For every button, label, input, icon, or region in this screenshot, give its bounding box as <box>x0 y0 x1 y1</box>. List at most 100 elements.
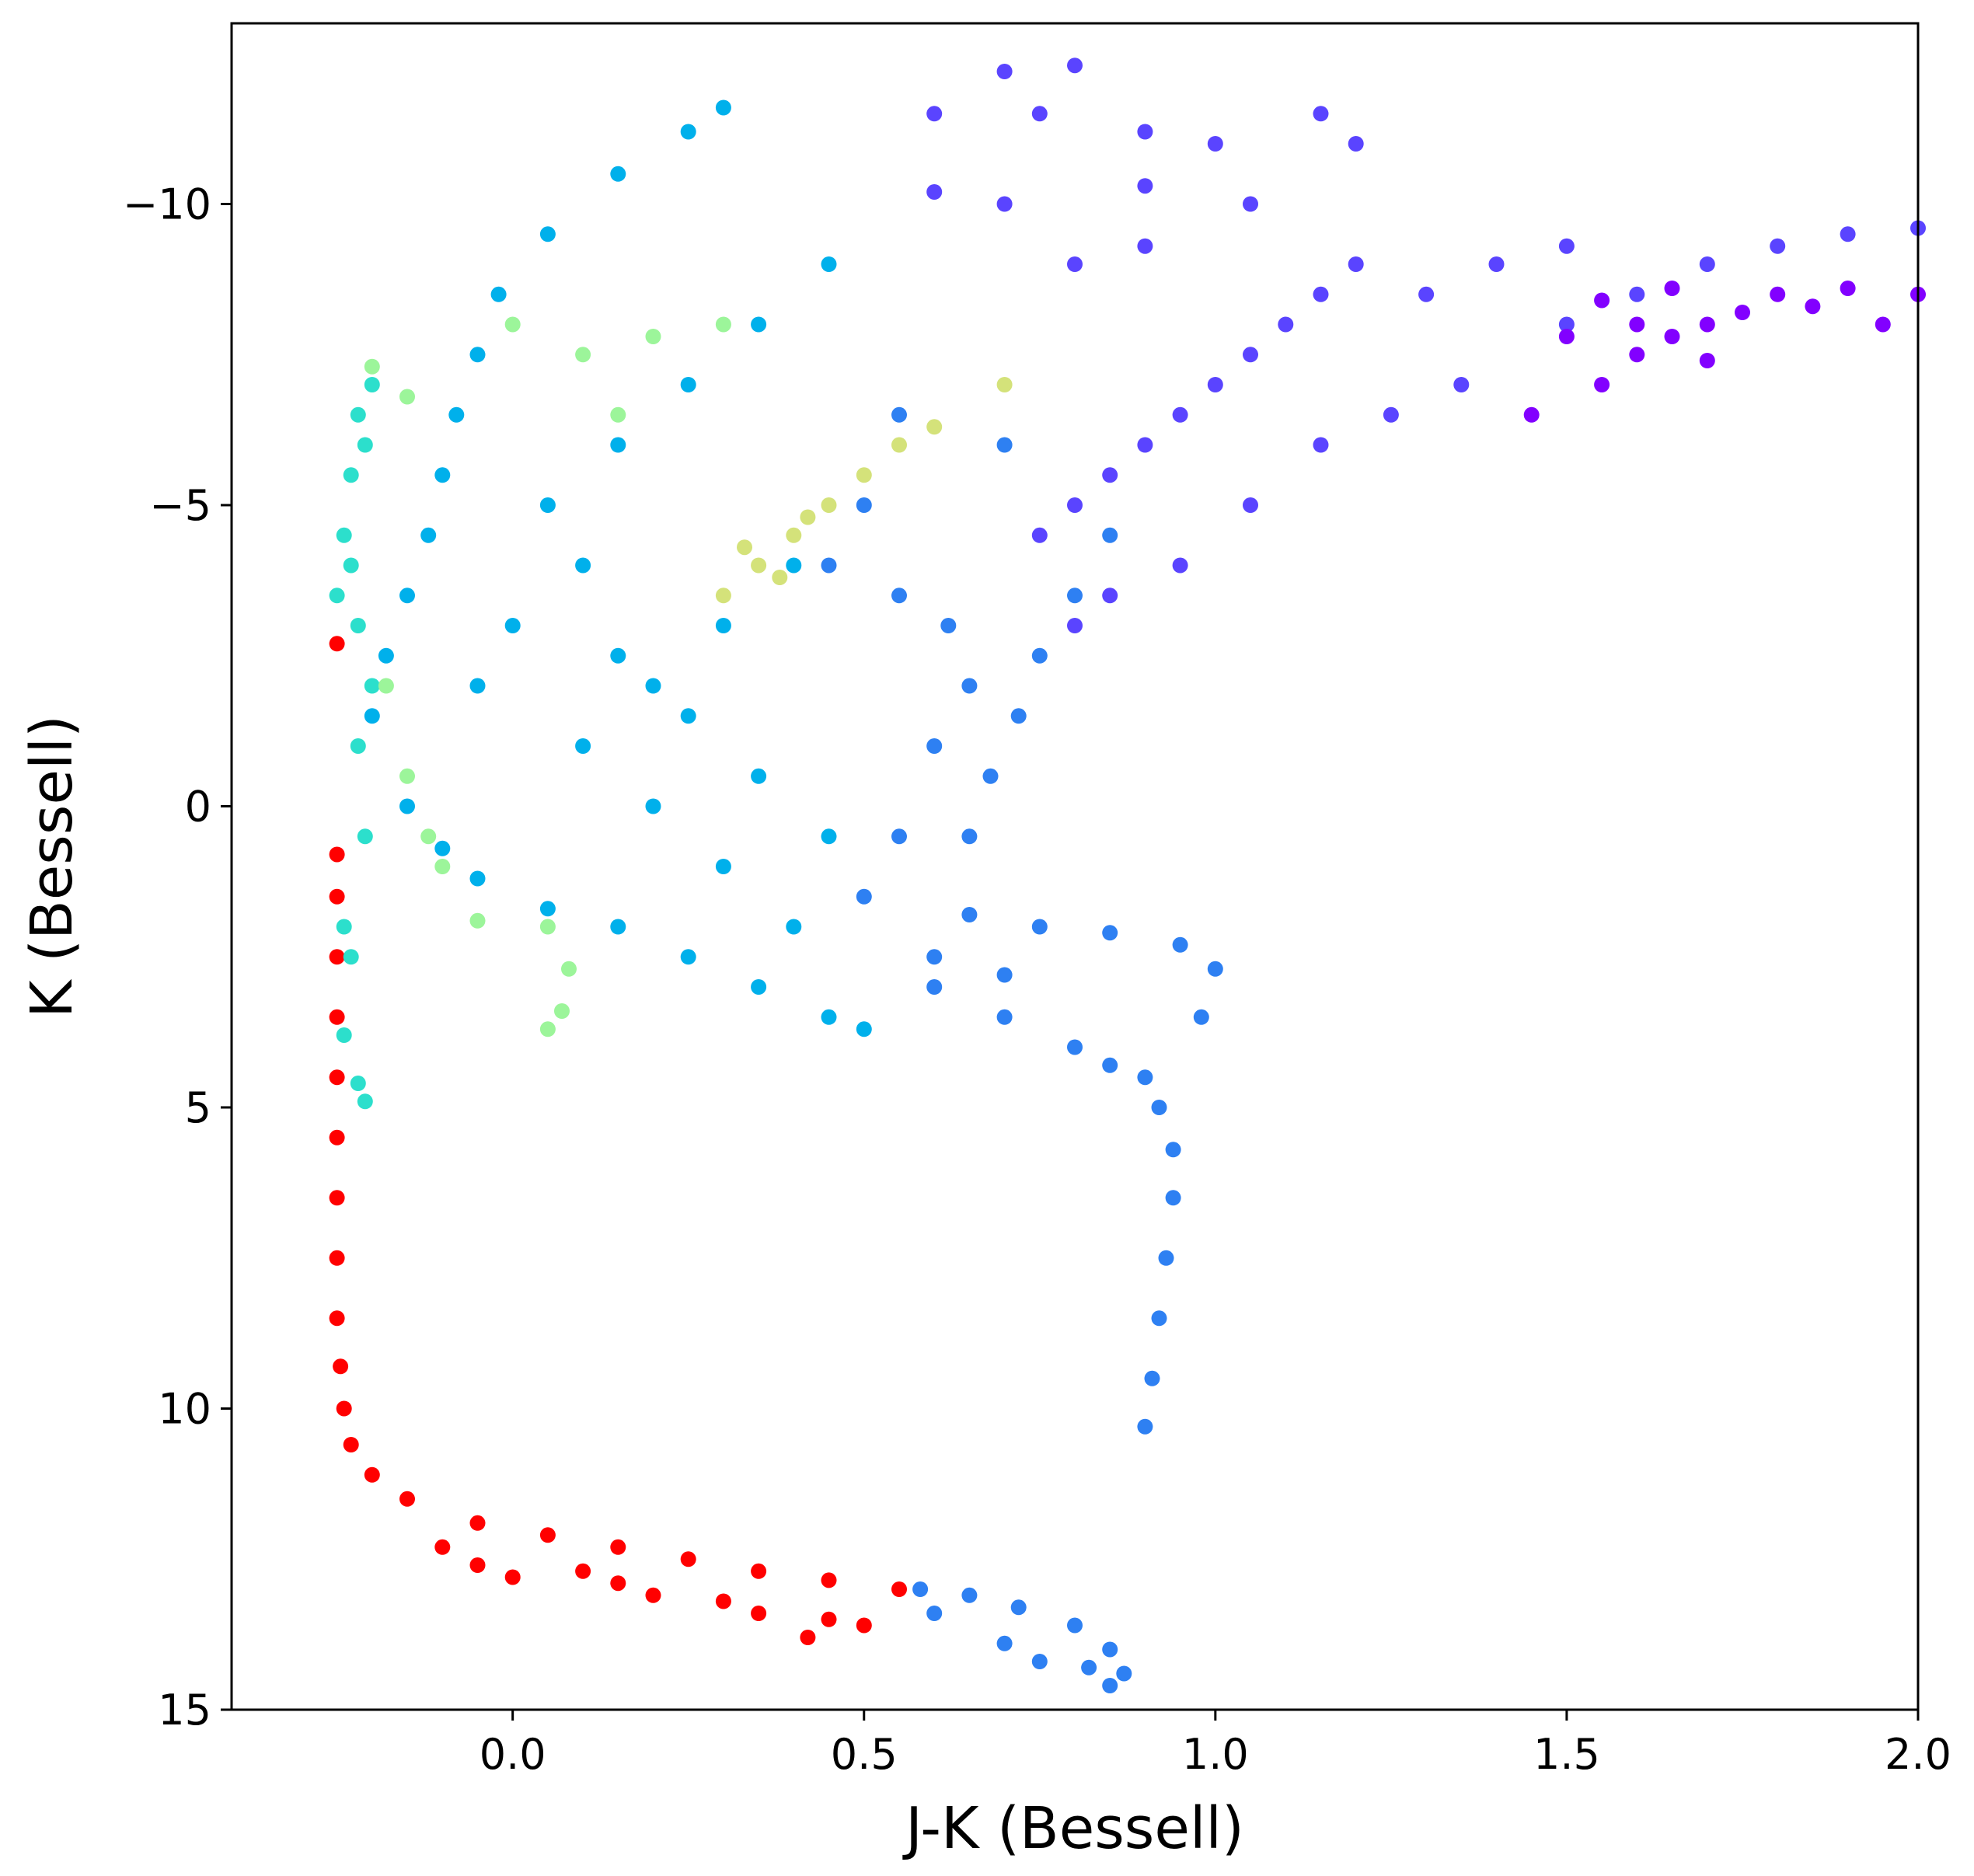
scatter-point <box>399 588 415 604</box>
scatter-point <box>715 99 731 116</box>
scatter-point <box>561 961 577 977</box>
scatter-point <box>856 467 872 483</box>
scatter-point <box>1031 106 1048 122</box>
scatter-point <box>786 557 802 574</box>
scatter-point <box>329 1009 345 1025</box>
scatter-point <box>469 678 486 694</box>
scatter-point <box>399 389 415 405</box>
scatter-point <box>378 647 394 664</box>
scatter-point <box>504 618 521 633</box>
scatter-point <box>821 1572 837 1588</box>
scatter-point <box>1383 406 1399 423</box>
scatter-point <box>715 618 731 633</box>
scatter-point <box>399 1491 415 1507</box>
scatter-point <box>343 557 359 574</box>
scatter-point <box>329 588 345 604</box>
scatter-point <box>336 1027 352 1043</box>
scatter-point <box>1488 256 1505 272</box>
scatter-point <box>1207 377 1223 392</box>
scatter-point <box>1172 557 1188 574</box>
scatter-point <box>961 1587 978 1603</box>
scatter-point <box>329 1069 345 1086</box>
scatter-point <box>357 437 373 453</box>
scatter-point <box>539 919 556 935</box>
y-tick-label: 0 <box>185 783 211 832</box>
scatter-point <box>350 1076 366 1091</box>
scatter-point <box>1840 281 1856 296</box>
scatter-point <box>926 419 943 435</box>
scatter-point <box>469 347 486 363</box>
scatter-point <box>1031 1654 1048 1669</box>
scatter-point <box>786 919 802 935</box>
scatter-point <box>680 708 696 724</box>
scatter-point <box>1102 925 1118 941</box>
scatter-point <box>821 256 837 272</box>
scatter-point <box>399 768 415 784</box>
scatter-point <box>364 708 380 724</box>
scatter-point <box>399 798 415 814</box>
scatter-point <box>350 618 366 633</box>
scatter-point <box>996 1009 1013 1025</box>
scatter-point <box>961 828 978 845</box>
scatter-point <box>1137 1418 1153 1435</box>
scatter-point <box>329 1250 345 1266</box>
scatter-point <box>1348 256 1364 272</box>
scatter-point <box>1151 1100 1167 1115</box>
scatter-point <box>751 768 767 784</box>
scatter-point <box>821 1009 837 1025</box>
scatter-point <box>737 539 752 556</box>
scatter-point <box>1137 437 1153 453</box>
scatter-point <box>1067 497 1083 513</box>
scatter-point <box>434 467 451 483</box>
scatter-point <box>940 618 957 633</box>
scatter-point <box>996 1635 1013 1651</box>
scatter-point <box>1137 238 1153 254</box>
scatter-point <box>434 1539 451 1555</box>
scatter-point <box>856 497 872 513</box>
y-tick-label: −5 <box>149 481 211 530</box>
scatter-point <box>1243 497 1258 513</box>
scatter-point <box>1805 298 1821 315</box>
scatter-point <box>1102 527 1118 543</box>
scatter-point <box>504 1569 521 1585</box>
scatter-point <box>1116 1665 1132 1682</box>
scatter-point <box>336 919 352 935</box>
scatter-point <box>1137 124 1153 140</box>
scatter-point <box>926 738 943 754</box>
scatter-point <box>1770 286 1786 302</box>
scatter-point <box>715 316 731 333</box>
scatter-point <box>821 497 837 513</box>
scatter-point <box>645 1587 661 1603</box>
scatter-point <box>1102 1057 1118 1073</box>
scatter-point <box>1031 527 1048 543</box>
scatter-point <box>751 1606 767 1621</box>
scatter-point <box>1102 588 1118 604</box>
x-tick-label: 2.0 <box>1885 1730 1951 1779</box>
scatter-point <box>1243 196 1258 212</box>
scatter-point <box>645 329 661 344</box>
scatter-point <box>1629 286 1645 302</box>
scatter-point <box>420 527 437 543</box>
scatter-point <box>1144 1370 1160 1386</box>
scatter-point <box>434 859 451 874</box>
scatter-point <box>539 1527 556 1543</box>
scatter-point <box>343 1437 359 1452</box>
scatter-point <box>751 316 767 333</box>
scatter-point <box>1137 1069 1153 1086</box>
scatter-point <box>1243 347 1258 363</box>
scatter-point <box>469 912 486 929</box>
scatter-point <box>1770 238 1786 254</box>
scatter-point <box>575 1563 591 1579</box>
scatter-point <box>1010 708 1027 724</box>
scatter-point <box>1172 936 1188 953</box>
scatter-point <box>680 949 696 965</box>
scatter-point <box>786 527 802 543</box>
scatter-point <box>821 828 837 845</box>
scatter-point <box>1629 316 1645 333</box>
scatter-point <box>891 1581 907 1597</box>
scatter-point <box>891 588 907 604</box>
scatter-point <box>1278 316 1294 333</box>
scatter-point <box>1067 256 1083 272</box>
scatter-point <box>1664 329 1680 344</box>
